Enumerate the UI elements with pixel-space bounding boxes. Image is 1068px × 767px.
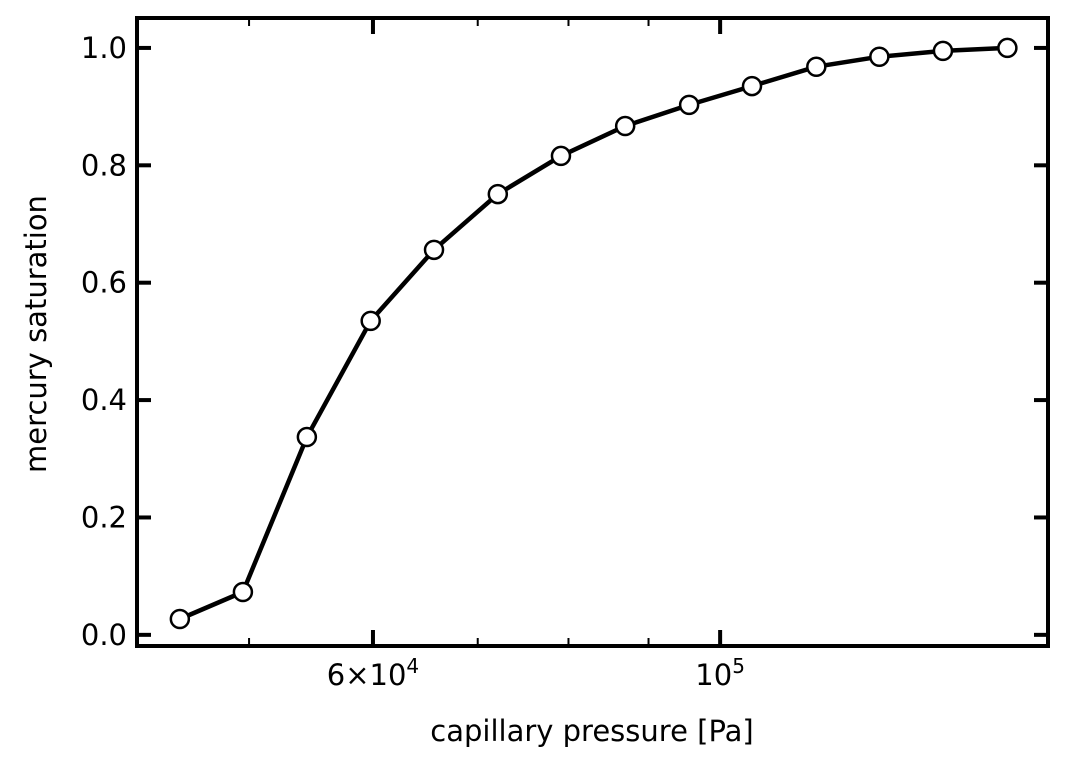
data-point — [360, 310, 381, 332]
data-point — [487, 183, 509, 205]
y-tick-label: 0.6 — [81, 266, 127, 300]
data-point — [296, 426, 318, 448]
data-point — [997, 37, 1018, 59]
x-tick-label: 105 — [695, 654, 745, 692]
series-line — [179, 45, 1008, 622]
y-tick-label: 0.0 — [81, 618, 127, 652]
y-axis-label: mercury saturation — [19, 195, 53, 473]
data-point — [806, 56, 827, 77]
y-tick-label: 0.8 — [81, 148, 127, 182]
plot-frame — [135, 16, 1050, 648]
data-point — [741, 75, 763, 97]
y-tick-label: 0.2 — [81, 500, 127, 534]
data-point — [869, 46, 890, 67]
data-point — [550, 145, 572, 167]
y-tick-label: 0.4 — [81, 383, 127, 417]
x-tick-label: 6×104 — [327, 654, 419, 692]
data-point — [932, 40, 954, 62]
y-tick-label: 1.0 — [81, 31, 127, 65]
tick-labels: 0.0 0.2 0.4 0.6 0.8 1.0 6×104 105 — [81, 31, 745, 692]
data-point — [423, 239, 445, 261]
x-axis-label: capillary pressure [Pa] — [430, 714, 753, 748]
markers — [169, 37, 1018, 630]
data-point — [678, 94, 700, 116]
ticks — [137, 18, 1048, 646]
data-point — [169, 608, 191, 630]
data-point — [232, 581, 254, 603]
data-point — [614, 115, 636, 137]
